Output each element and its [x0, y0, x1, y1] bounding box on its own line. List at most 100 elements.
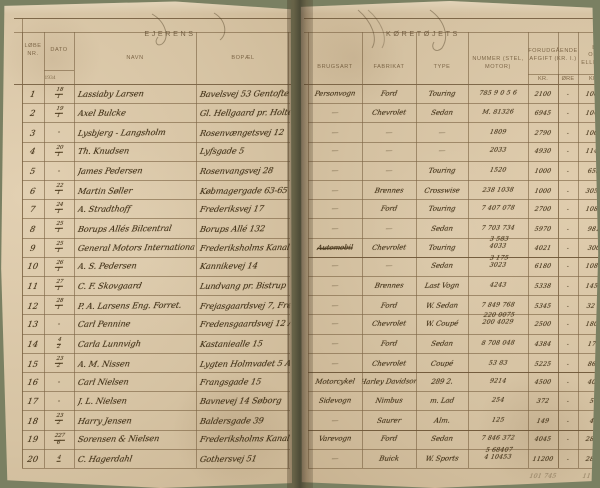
row-owner-name: Carl Nielsen — [77, 375, 130, 387]
row-owner-address: Bavnevej 14 Søborg — [199, 395, 283, 407]
left-row-rule-11 — [22, 295, 290, 297]
row-owner-address: Kannikevej 14 — [199, 260, 259, 272]
row-vehicle-type: W. Coupé — [425, 319, 459, 328]
row-vehicle-use: Motorcykel — [314, 377, 356, 386]
row-vehicle-make: Harley Davidson — [360, 376, 418, 386]
row-vehicle-number: 53 83 — [488, 359, 509, 367]
year-label: 1934 — [44, 75, 56, 81]
row-vehicle-use: Sidevogn — [318, 396, 352, 406]
row-vehicle-make: Chevrolet — [371, 108, 407, 118]
row-vehicle-use: — — [330, 416, 340, 425]
left-row-rule-7 — [22, 218, 290, 220]
row-vehicle-type: W. Sports — [424, 454, 460, 463]
right-row-rule-5 — [308, 180, 599, 181]
row-owner-address: Rosenvangsvej 28 — [199, 165, 275, 176]
row-paid-kr: 1080 — [585, 205, 600, 213]
row-owner-name: A. S. Pedersen — [77, 260, 138, 272]
row-paid-kr: 1451 — [585, 282, 600, 290]
row-number: 18 — [26, 415, 40, 426]
right-col-divider-type — [416, 32, 417, 468]
row-date: 4 — [56, 454, 62, 462]
row-vehicle-number: 3 175 3023 — [489, 254, 510, 269]
right-header-type: Type — [433, 64, 451, 71]
row-fee-ore: - — [566, 89, 570, 97]
row-fee-ore: - — [566, 167, 570, 175]
right-fee-ore-divider — [558, 74, 559, 468]
left-page: EJERENS Løbe Nr. Dato Navn Bopæl 1934 1 18 1 L… — [1, 1, 292, 488]
row-date: 227 6 — [53, 432, 66, 445]
left-row-rule-5 — [22, 180, 290, 181]
row-owner-name: General Motors International — [77, 241, 196, 254]
row-fee-kr: 4384 — [534, 340, 552, 348]
left-row-rule-10 — [22, 276, 290, 277]
row-date: 18 1 — [55, 86, 64, 100]
row-vehicle-type: Sedan — [430, 434, 454, 444]
row-number: 16 — [26, 375, 40, 387]
left-col-divider-1 — [44, 32, 45, 468]
row-owner-name: Lysbjerg - Langsholm — [77, 127, 167, 139]
row-number: 13 — [26, 318, 40, 329]
row-vehicle-type: Sedan — [430, 261, 454, 271]
right-header-fabrikat: Fabrikat — [373, 64, 405, 71]
row-number: 11 — [26, 280, 40, 291]
row-vehicle-type: Last Vogn — [424, 281, 460, 291]
row-fee-ore: - — [566, 377, 570, 385]
row-vehicle-number: 238 1038 — [481, 186, 515, 195]
row-vehicle-number: 785 9 0 5 6 — [478, 89, 518, 97]
left-row-rule-19 — [22, 448, 290, 450]
row-paid-kr: 2850 — [585, 435, 600, 443]
row-owner-address: Borups Allé 132 — [199, 222, 266, 234]
right-heavy-rule-15 — [308, 372, 599, 374]
row-paid-kr: 300 — [587, 244, 600, 252]
row-vehicle-number: 1809 — [489, 129, 508, 137]
row-vehicle-type: Alm. — [433, 416, 451, 425]
left-col-divider-3 — [196, 32, 197, 468]
row-date: 25 1 — [55, 240, 64, 253]
row-fee-ore: - — [566, 455, 570, 463]
right-heavy-rule-18 — [308, 429, 599, 431]
right-col-divider-paidKr — [578, 32, 579, 468]
right-row-rule-12 — [308, 314, 599, 316]
left-row-rule-6 — [22, 199, 290, 201]
row-date: 28 1 — [55, 298, 64, 311]
left-row-rule-14 — [22, 352, 290, 354]
left-header-navn: Navn — [126, 55, 144, 62]
row-vehicle-number: 3 583 4033 — [489, 235, 510, 250]
row-date: 22 1 — [55, 182, 64, 196]
row-date: 20 1 — [55, 144, 64, 157]
row-fee-kr: 5345 — [534, 302, 552, 310]
row-vehicle-make: Ford — [380, 204, 398, 213]
row-owner-address: Bavelsvej 53 Gentofte — [199, 87, 290, 99]
row-vehicle-use: — — [330, 454, 340, 463]
row-vehicle-number: 254 — [491, 397, 505, 405]
row-number: 20 — [26, 453, 40, 464]
row-owner-name: P. A. Larsens Eng. Forret. — [77, 299, 183, 311]
right-head-top-rule — [304, 32, 598, 33]
row-number: 2 — [29, 107, 37, 118]
right-top-rule — [304, 18, 598, 20]
row-owner-name: A. M. Nissen — [77, 357, 131, 369]
row-vehicle-make: Saurer — [376, 416, 402, 426]
row-vehicle-use: Varevogn — [318, 434, 353, 444]
row-vehicle-number: 2033 — [489, 147, 508, 155]
right-col-divider-fabrikat — [362, 32, 363, 468]
right-row-rule-16 — [308, 391, 599, 393]
row-owner-address: Frederiksholms Kanal 8 — [199, 242, 292, 254]
row-vehicle-type: Touring — [427, 204, 457, 213]
row-fee-kr: 5225 — [534, 359, 552, 368]
row-vehicle-type: Touring — [427, 89, 457, 98]
right-row-rule-1 — [308, 103, 599, 105]
row-fee-kr: 4500 — [534, 377, 552, 386]
right-row-rule-3 — [308, 141, 599, 143]
row-fee-ore: - — [566, 224, 570, 232]
row-date: 23 2 — [55, 413, 64, 426]
row-vehicle-make: Ford — [380, 339, 398, 348]
row-date: 24 1 — [55, 202, 64, 215]
row-fee-kr: 2100 — [534, 89, 552, 98]
row-date: 25 1 — [55, 221, 64, 234]
row-fee-kr: 6180 — [534, 262, 552, 270]
row-vehicle-number: 8 708 048 — [480, 339, 516, 348]
row-number: 17 — [26, 395, 40, 406]
row-vehicle-number: 7 846 372 — [480, 435, 516, 443]
left-row-rule-4 — [22, 160, 290, 162]
